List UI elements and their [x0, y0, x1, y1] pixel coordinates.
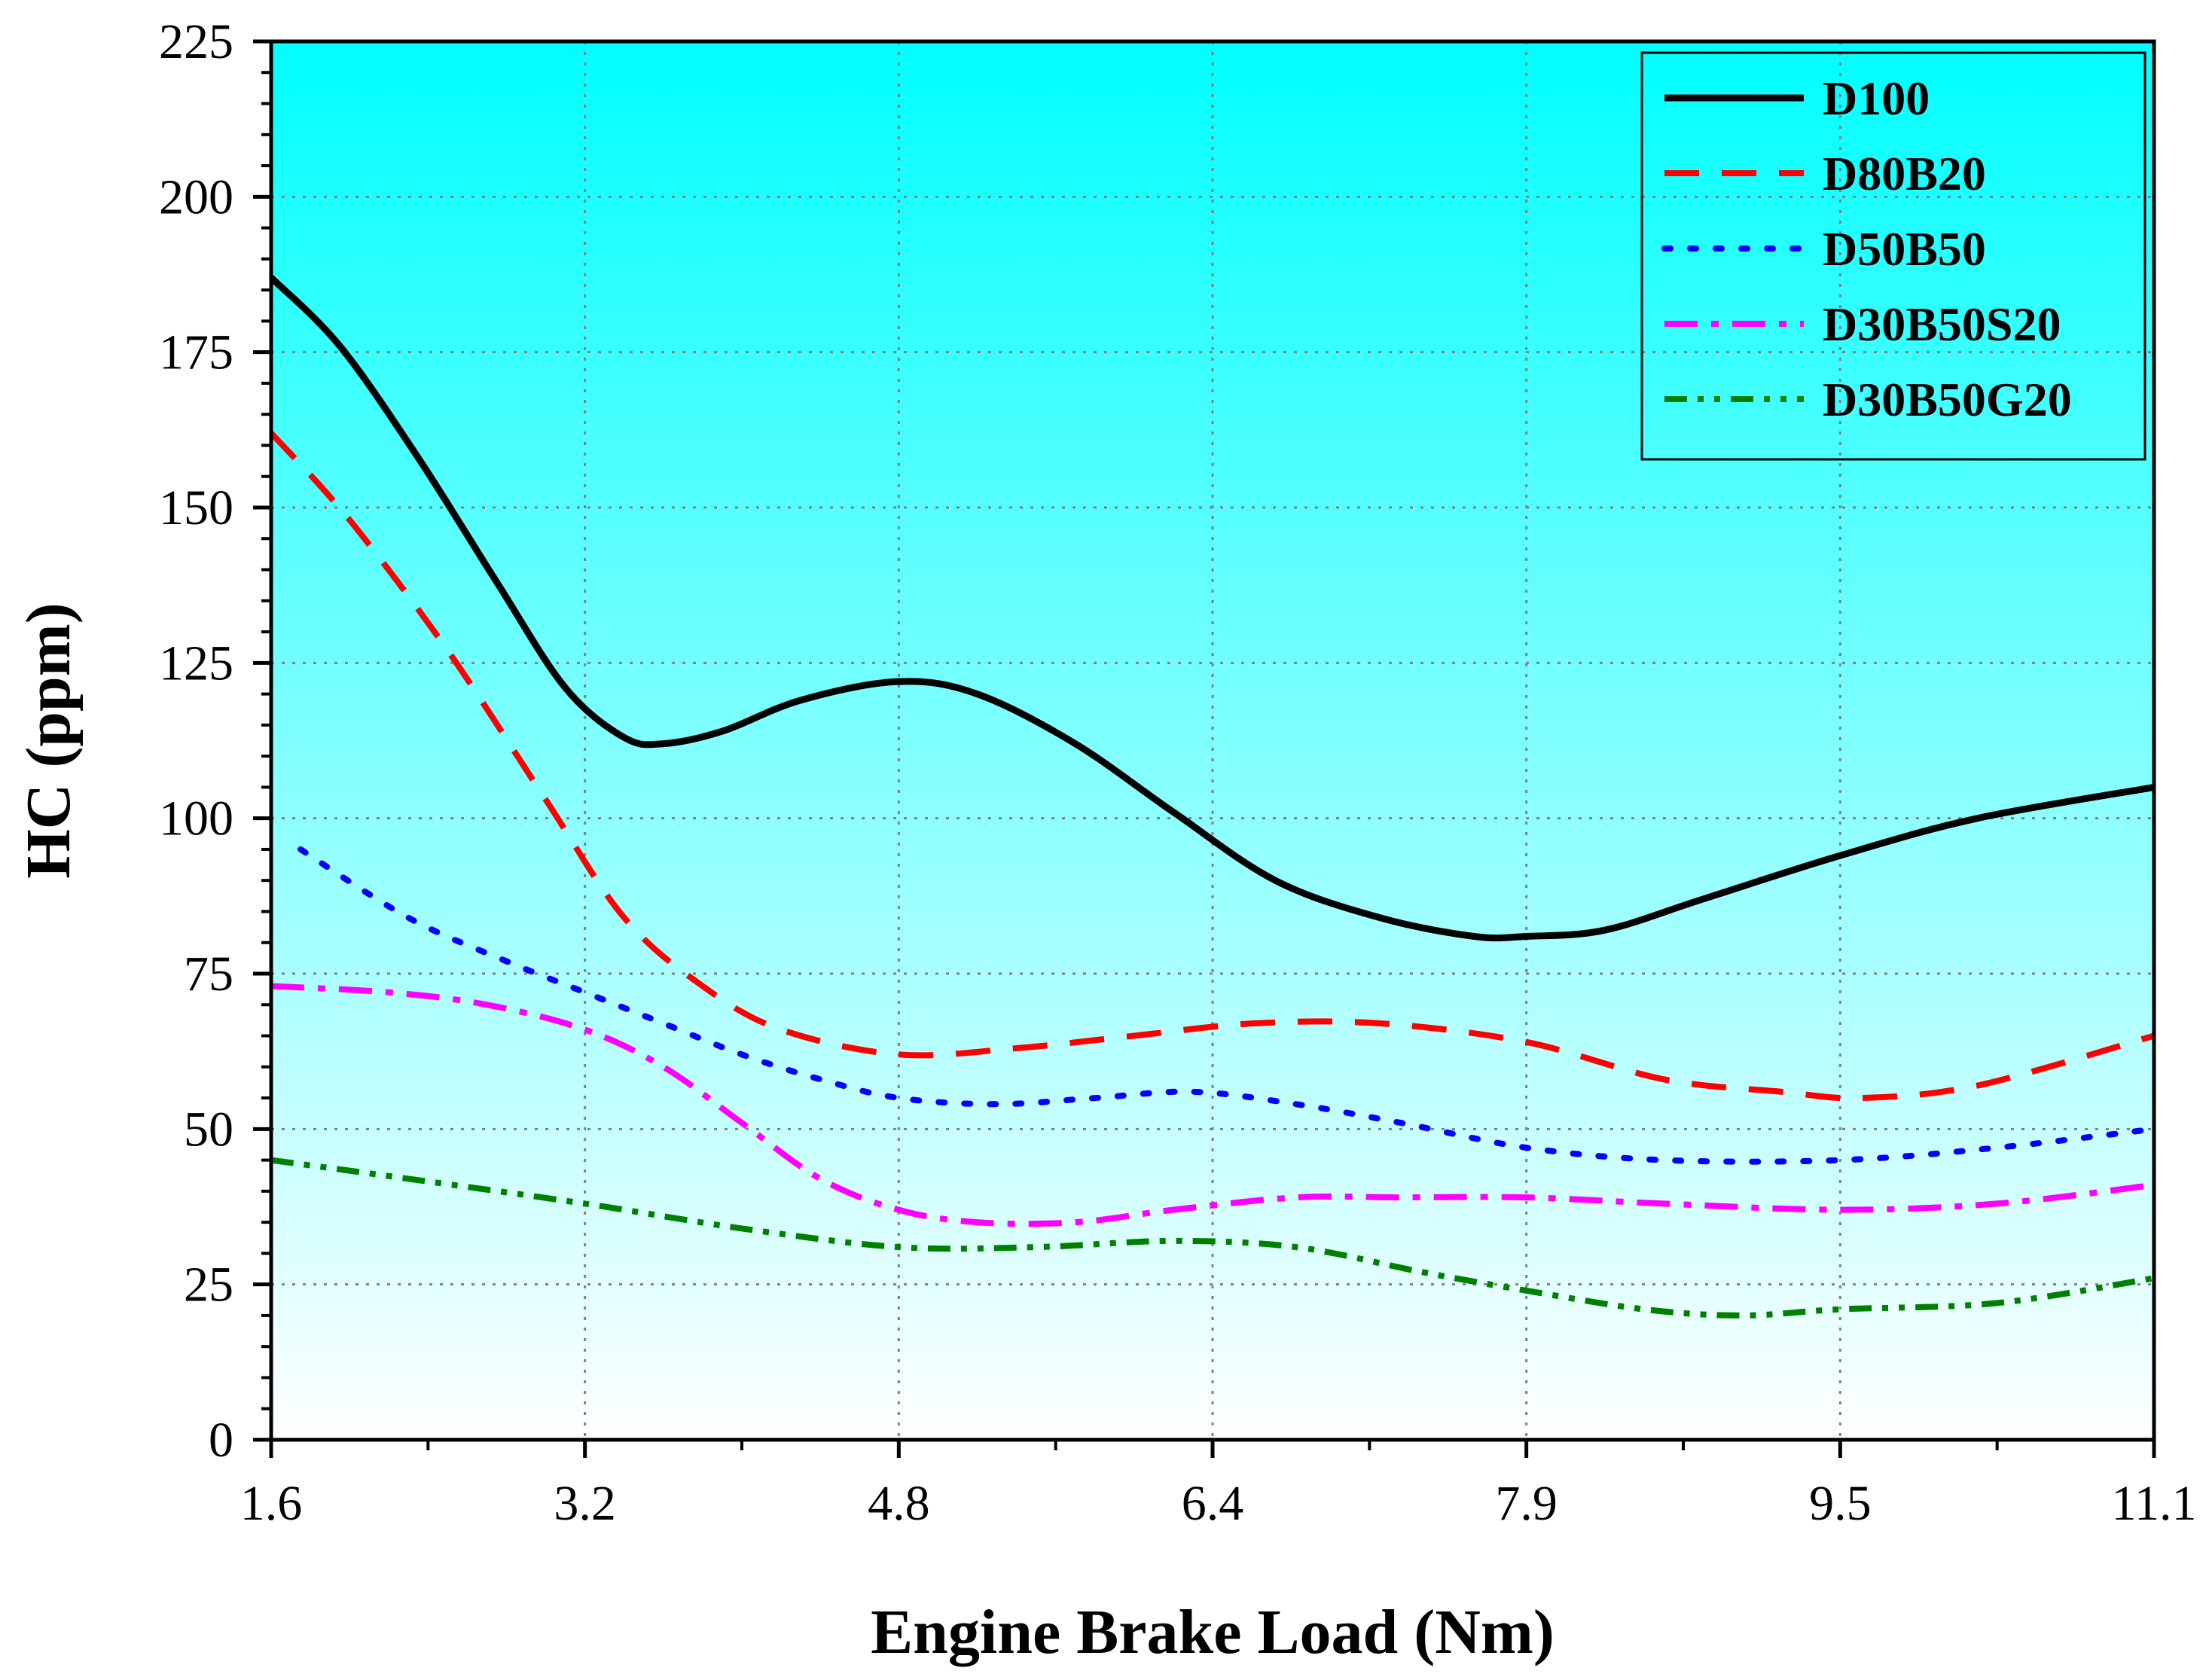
x-tick-label: 9.5 [1809, 1476, 1872, 1531]
series-line-d50b50 [297, 846, 2157, 1165]
y-tick-label: 0 [209, 1413, 233, 1468]
legend-label-d80b20: D80B20 [1823, 147, 1986, 200]
series-lines [268, 275, 2157, 1319]
x-axis-title: Engine Brake Load (Nm) [871, 1597, 1555, 1667]
x-tick-label: 4.8 [868, 1476, 930, 1531]
legend-label-d30b50g20: D30B50G20 [1823, 373, 2072, 426]
y-tick-label: 100 [159, 791, 233, 846]
series-line-d30b50s20 [270, 983, 2155, 1227]
legend-label-d100: D100 [1823, 72, 1930, 125]
y-tick-label: 50 [184, 1102, 233, 1157]
y-tick-label: 25 [184, 1258, 233, 1313]
y-tick-label: 175 [159, 325, 233, 380]
legend-label-d50b50: D50B50 [1823, 222, 1986, 276]
y-tick-label: 200 [159, 169, 233, 224]
tick-labels: 1.6 3.2 4.8 6.4 7.9 9.5 11.1 0 25 50 75 100 125 150 17… [159, 14, 2197, 1531]
y-tick-label: 125 [159, 636, 233, 691]
series-line-d80b20 [269, 431, 2156, 1102]
series-line-d100 [268, 275, 2155, 942]
y-axis-title: HC (ppm) [14, 602, 84, 878]
grid-lines [271, 41, 2154, 1440]
x-tick-label: 7.9 [1495, 1476, 1558, 1531]
y-tick-label: 75 [184, 947, 233, 1002]
legend: D100 D80B20 D50B50 D30B50S20 D30B50G20 [1640, 51, 2146, 461]
axis-ticks [253, 39, 2156, 1458]
x-tick-label: 3.2 [554, 1476, 616, 1531]
legend-label-d30b50s20: D30B50S20 [1823, 297, 2061, 351]
x-tick-label: 11.1 [2111, 1476, 2196, 1531]
y-tick-label: 150 [159, 480, 233, 535]
series-line-d30b50g20 [270, 1157, 2155, 1319]
y-tick-label: 225 [159, 14, 233, 69]
x-tick-label: 1.6 [240, 1476, 303, 1531]
legend-box [1640, 51, 2146, 461]
x-tick-label: 6.4 [1182, 1476, 1244, 1531]
